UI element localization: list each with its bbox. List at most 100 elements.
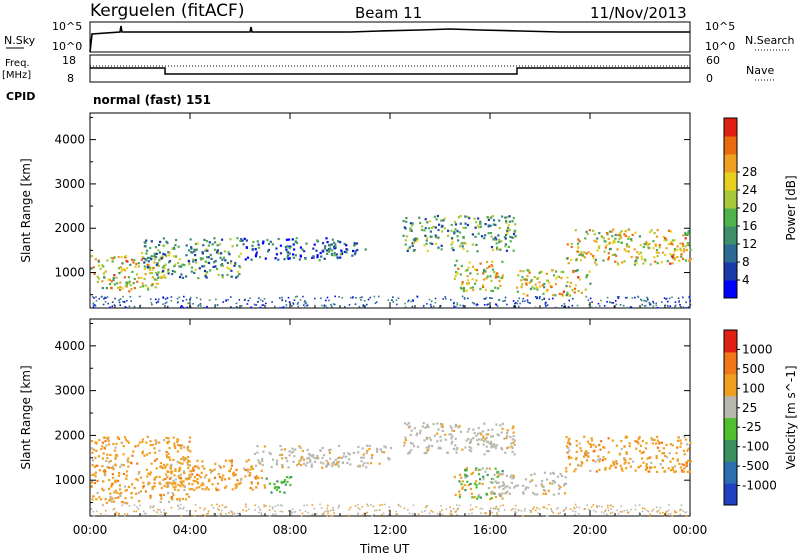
power-cell [281, 296, 283, 299]
power-cell [148, 268, 151, 271]
velocity-cell [475, 486, 478, 489]
velocity-cell [378, 509, 381, 511]
velocity-cell [484, 438, 487, 441]
velocity-cell [470, 492, 473, 495]
power-cell [592, 229, 595, 232]
velocity-cell [465, 469, 468, 472]
velocity-cell [311, 513, 314, 516]
power-cell [411, 305, 414, 308]
power-cell [453, 220, 457, 224]
power-cell [194, 268, 197, 271]
velocity-cell [505, 491, 508, 494]
power-cell [494, 276, 497, 279]
power-cell [487, 307, 490, 309]
velocity-cell [578, 442, 581, 445]
power-cell [255, 304, 257, 306]
power-cell [460, 242, 463, 245]
power-cell [589, 282, 592, 285]
power-cell [157, 301, 159, 303]
velocity-cell [666, 510, 668, 513]
velocity-cell [172, 436, 175, 439]
velocity-cell [540, 483, 543, 486]
velocity-cell [180, 444, 184, 447]
velocity-cell [508, 492, 511, 495]
power-cell [619, 231, 622, 234]
velocity-cell [218, 476, 222, 479]
velocity-cell [429, 438, 433, 442]
velocity-cell [427, 446, 430, 449]
velocity-cell [549, 482, 552, 485]
power-cell [193, 248, 196, 251]
velocity-cell [271, 507, 274, 510]
power-cell [230, 296, 232, 298]
power-cell [339, 253, 342, 256]
power-cell [580, 251, 583, 254]
velocity-cell [332, 506, 334, 509]
velocity-cell [456, 504, 458, 506]
velocity-cell [106, 457, 109, 460]
power-cell [189, 306, 192, 308]
power-cell [167, 268, 170, 271]
velocity-cell [223, 506, 226, 509]
power-cell [602, 259, 605, 262]
velocity-cell [176, 439, 180, 442]
velocity-cell [177, 443, 180, 446]
power-cell [616, 262, 619, 265]
power-cell [596, 237, 599, 240]
velocity-cell [562, 510, 565, 512]
power-cell [462, 304, 465, 307]
nsearch-tick-top: 10^5 [705, 20, 735, 33]
velocity-cell [136, 462, 139, 465]
power-cell [678, 259, 681, 262]
velocity-cell [501, 497, 504, 500]
velocity-cell [540, 484, 544, 487]
power-cell [114, 297, 116, 300]
velocity-cell [530, 473, 533, 477]
velocity-cell [477, 468, 481, 471]
velocity-cell [144, 512, 146, 515]
power-cell [328, 299, 330, 302]
velocity-cell [158, 481, 161, 484]
power-cell [264, 257, 267, 260]
power-cell [116, 282, 119, 285]
power-cell [161, 266, 164, 269]
velocity-cell [154, 439, 157, 442]
velocity-cell [502, 504, 504, 507]
power-cell [674, 301, 677, 303]
velocity-cell [481, 508, 484, 510]
power-cell [146, 256, 149, 259]
velocity-cell [289, 483, 292, 487]
velocity-cell [104, 440, 107, 443]
velocity-cell [689, 460, 692, 463]
power-cell [204, 249, 207, 252]
velocity-cell [495, 444, 499, 447]
velocity-cell [228, 477, 231, 480]
power-cell [648, 301, 651, 304]
power-cell [652, 300, 654, 303]
power-cell [483, 304, 486, 306]
velocity-cell [122, 445, 125, 448]
velocity-cell [513, 511, 516, 513]
power-cell [155, 256, 158, 259]
power-cell [143, 261, 146, 264]
velocity-cell [655, 435, 659, 439]
power-cell [121, 268, 124, 271]
power-cell [640, 299, 643, 302]
velocity-cell [370, 457, 373, 460]
velocity-cell [644, 514, 647, 516]
velocity-cell [158, 441, 161, 444]
power-cell [104, 301, 107, 303]
velocity-cell [215, 489, 218, 492]
velocity-cell [283, 491, 286, 494]
velocity-cell [137, 491, 140, 494]
power-cell [126, 299, 128, 302]
power-cell [689, 248, 692, 251]
velocity-cell [635, 447, 638, 450]
power-cell [107, 278, 110, 281]
power-cell [193, 250, 196, 253]
velocity-cell [359, 508, 361, 510]
velocity-cell [263, 445, 266, 448]
velocity-cell [629, 457, 632, 460]
velocity-cell [490, 446, 493, 449]
power-cell [674, 306, 676, 308]
